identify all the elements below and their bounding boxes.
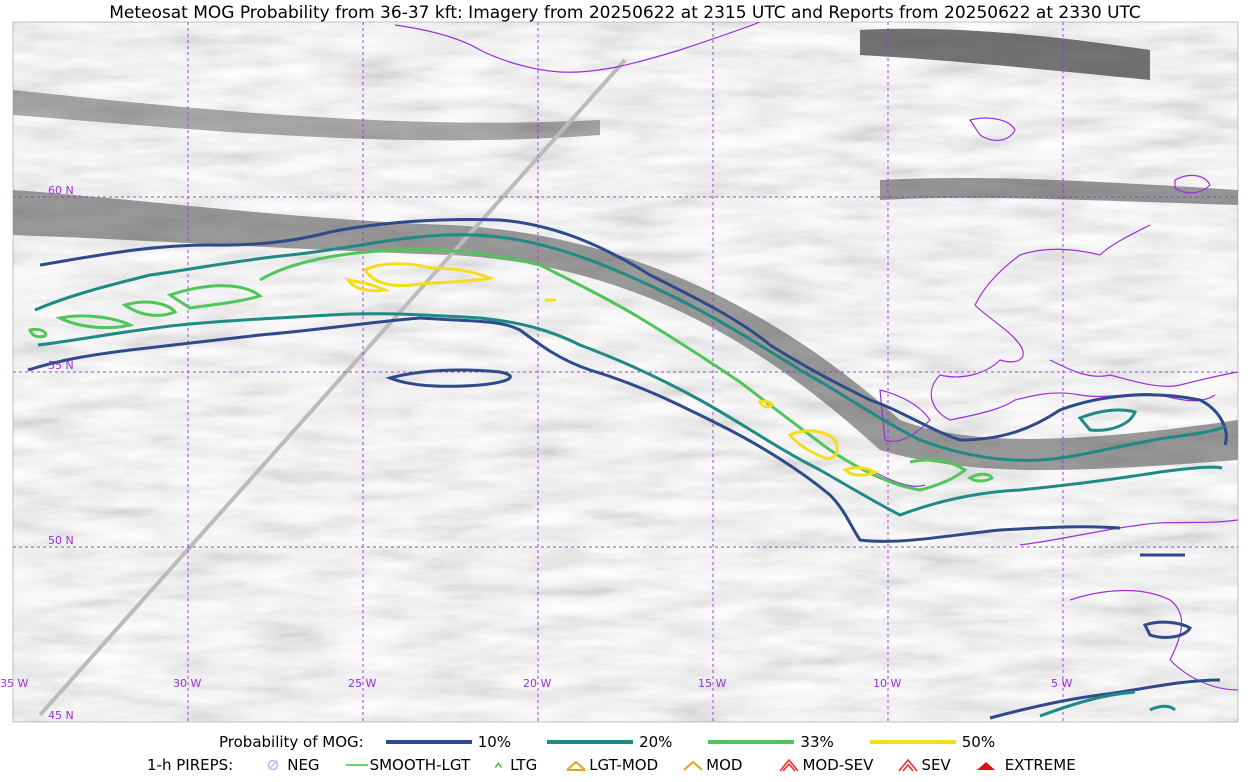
dark-cloud-band: [13, 190, 1238, 470]
lon-label: 15 W: [698, 677, 726, 690]
legend-item-extreme: EXTREME: [975, 756, 1076, 774]
lon-label: 35 W: [0, 677, 28, 690]
pireps-legend: 1-h PIREPS: NEG SMOOTH-LGT LTG LGT-MOD M…: [147, 756, 1082, 774]
dark-cloud-band: [860, 28, 1150, 80]
extreme-icon: [976, 762, 995, 770]
chart-title: Meteosat MOG Probability from 36-37 kft:…: [109, 3, 1141, 23]
legend-label-sev: SEV: [921, 756, 951, 774]
swatch-33: [708, 740, 795, 744]
legend-label-smooth-lgt: SMOOTH-LGT: [369, 756, 471, 774]
lat-label: 50 N: [48, 534, 74, 547]
legend-label-neg: NEG: [287, 756, 320, 774]
smooth-line-icon: [345, 764, 368, 766]
map-frame: [12, 21, 1239, 723]
legend-item-10: 10%: [374, 733, 541, 751]
caret-icon: [494, 761, 503, 768]
lon-label: 10 W: [873, 677, 901, 690]
mod-caret-icon: [683, 760, 703, 771]
lon-label: 25 W: [348, 677, 376, 690]
legend-label-50: 50%: [961, 733, 996, 751]
probability-legend: Probability of MOG: 10% 20% 33% 50%: [219, 733, 1001, 751]
legend-item-mod: MOD: [682, 756, 772, 774]
legend-label-mod: MOD: [706, 756, 743, 774]
graticule: [13, 22, 1238, 722]
lgt-mod-icon: [566, 760, 586, 771]
legend-label-mod-sev: MOD-SEV: [802, 756, 874, 774]
legend-item-neg: NEG: [263, 756, 339, 774]
legend-item-smooth-lgt: SMOOTH-LGT: [345, 756, 489, 774]
contour-50pct: [344, 262, 879, 477]
legend-item-mod-sev: MOD-SEV: [778, 756, 891, 774]
lon-label: 20 W: [523, 677, 551, 690]
legend-item-33: 33%: [708, 733, 863, 751]
neg-circle-icon: [267, 759, 279, 771]
contour-33pct: [28, 248, 994, 492]
legend-label-ltg: LTG: [510, 756, 538, 774]
probability-legend-label: Probability of MOG:: [219, 733, 364, 751]
mod-sev-icon: [779, 758, 800, 772]
swatch-10: [385, 740, 472, 744]
lon-label: 30 W: [173, 677, 201, 690]
dark-cloud-band: [880, 178, 1238, 205]
swatch-50: [869, 740, 956, 744]
contour-20pct: [34, 233, 1227, 718]
contour-10pct: [27, 218, 1228, 720]
legend-item-ltg: LTG: [494, 756, 559, 774]
swatch-20: [547, 740, 634, 744]
legend-label-extreme: EXTREME: [1004, 756, 1076, 774]
lat-label: 45 N: [48, 709, 74, 722]
lat-label: 60 N: [48, 184, 74, 197]
legend-item-20: 20%: [547, 733, 702, 751]
legend-label-lgt-mod: LGT-MOD: [589, 756, 659, 774]
legend-item-sev: SEV: [897, 756, 968, 774]
legend-item-lgt-mod: LGT-MOD: [565, 756, 676, 774]
legend-label-10: 10%: [477, 733, 512, 751]
legend-label-33: 33%: [800, 733, 834, 751]
legend-item-50: 50%: [869, 733, 996, 751]
pireps-legend-label: 1-h PIREPS:: [147, 756, 234, 774]
legend-label-20: 20%: [639, 733, 673, 751]
dark-cloud-band: [13, 90, 600, 141]
satellite-track-line: [38, 58, 627, 717]
lat-label: 55 N: [48, 359, 74, 372]
lon-label: 5 W: [1051, 677, 1072, 690]
sev-icon: [898, 758, 919, 772]
